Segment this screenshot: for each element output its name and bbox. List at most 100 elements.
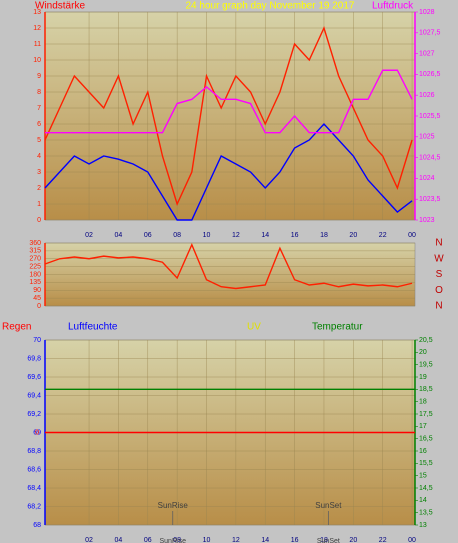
x-tick-label: 14 (261, 232, 269, 239)
x-tick-label: 08 (173, 537, 181, 543)
y2-tick-label: 14,5 (419, 485, 433, 492)
x-tick-label: 22 (379, 537, 387, 543)
y2-tick-label: 13 (419, 522, 427, 529)
x-tick-label: 16 (291, 232, 299, 239)
y-tick-label: 90 (33, 287, 41, 294)
compass-label: O (435, 285, 443, 296)
y-tick-label: 68 (33, 522, 41, 529)
y2-tick-label: 1027 (419, 50, 435, 57)
y2-tick-label: 16 (419, 448, 427, 455)
series-line (44, 26, 413, 206)
y-tick-label: 3 (37, 169, 41, 176)
x-tick-label: 18 (320, 232, 328, 239)
series-line (45, 69, 413, 134)
y-tick-label: 135 (29, 279, 41, 286)
compass-label: N (435, 238, 442, 249)
x-tick-label: 06 (144, 232, 152, 239)
compass-label: S (436, 269, 443, 280)
y-tick-label: 8 (37, 89, 41, 96)
y-tick-label: 68,2 (27, 503, 41, 510)
y-tick-label: 270 (29, 256, 41, 263)
y2-tick-label: 1026,5 (419, 71, 441, 78)
y-tick-label: 45 (33, 295, 41, 302)
y2-tick-label: 1023 (419, 217, 435, 224)
y-tick-label: 0 (37, 217, 41, 224)
y2-tick-label: 17 (419, 423, 427, 430)
x-tick-label: 18 (320, 537, 328, 543)
annotation-label: SunRise (158, 501, 189, 510)
x-tick-label: 06 (144, 537, 152, 543)
y-tick-label: 9 (37, 73, 41, 80)
x-tick-label: 10 (203, 232, 211, 239)
y2-tick-label: 20,5 (419, 337, 433, 344)
y2-tick-label: 1023,5 (419, 196, 441, 203)
series-line (44, 242, 413, 290)
legend-temperature: Temperatur (312, 322, 363, 333)
x-tick-label: 10 (203, 537, 211, 543)
compass-label: N (435, 301, 442, 312)
x-tick-label: 22 (379, 232, 387, 239)
x-tick-label: 02 (85, 232, 93, 239)
y-tick-label: 13 (33, 9, 41, 16)
y-tick-label: 69,2 (27, 411, 41, 418)
y-axis-title: Windstärke (35, 1, 85, 12)
y-tick-label: 225 (29, 263, 41, 270)
x-tick-label: 00 (408, 537, 416, 543)
y2-tick-label: 1025 (419, 134, 435, 141)
compass-label: W (434, 253, 444, 264)
y-tick-label: 68,8 (27, 448, 41, 455)
y-tick-label: 6 (37, 121, 41, 128)
y2-tick-label: 14 (419, 497, 427, 504)
y2-tick-label: 16,5 (419, 436, 433, 443)
y2-tick-label: 15 (419, 473, 427, 480)
series-line (44, 122, 413, 221)
y-tick-label: 68,4 (27, 485, 41, 492)
x-tick-label: 08 (173, 232, 181, 239)
x-tick-label: 14 (261, 537, 269, 543)
x-tick-label: 20 (349, 232, 357, 239)
x-tick-label: 12 (232, 537, 240, 543)
y-tick-label: 70 (33, 337, 41, 344)
plot-area (44, 11, 416, 221)
annotation-label: SunRise (160, 538, 187, 543)
y-tick-label: 0 (37, 303, 41, 310)
y-axis-title: Luftfeuchte (68, 322, 118, 333)
y2-tick-label: 19,5 (419, 362, 433, 369)
y-tick-label: 5 (37, 137, 41, 144)
y-tick-label: 11 (34, 41, 41, 48)
y-tick-label: 1 (37, 201, 41, 208)
y2-tick-label: 18 (419, 399, 427, 406)
y-tick-label: 360 (29, 240, 41, 247)
y-tick-label: 69,8 (27, 355, 41, 362)
y-tick-label: 69 (33, 429, 41, 436)
x-tick-label: 04 (115, 537, 123, 543)
x-tick-label: 20 (349, 537, 357, 543)
legend-uv: UV (247, 322, 261, 333)
chart-title: 24 hour graph day November 19 2017 (185, 1, 354, 12)
y-tick-label: 12 (33, 25, 41, 32)
y2-tick-label: 1027,5 (419, 30, 441, 37)
x-tick-label: 12 (232, 232, 240, 239)
y-tick-label: 69,4 (27, 392, 41, 399)
y-tick-label: 4 (37, 153, 41, 160)
annotation-label: SunSet (315, 501, 342, 510)
legend-rain: Regen (2, 322, 31, 333)
y2-tick-label: 1024 (419, 175, 435, 182)
y2-tick-label: 15,5 (419, 460, 433, 467)
y2-axis-title: Luftdruck (372, 1, 414, 12)
y-tick-label: 2 (37, 185, 41, 192)
y2-tick-label: 13,5 (419, 510, 433, 517)
y2-tick-label: 19 (419, 374, 427, 381)
y2-tick-label: 20 (419, 349, 427, 356)
y2-tick-label: 18,5 (419, 386, 433, 393)
y-tick-label: 68,6 (27, 466, 41, 473)
y2-tick-label: 1026 (419, 92, 435, 99)
series-value-label: 0 (35, 429, 39, 436)
y-tick-label: 180 (29, 271, 41, 278)
x-tick-label: 04 (115, 232, 123, 239)
y2-tick-label: 1028 (419, 9, 435, 16)
y2-tick-label: 17,5 (419, 411, 433, 418)
y2-tick-label: 1024,5 (419, 154, 441, 161)
y-tick-label: 10 (33, 57, 41, 64)
